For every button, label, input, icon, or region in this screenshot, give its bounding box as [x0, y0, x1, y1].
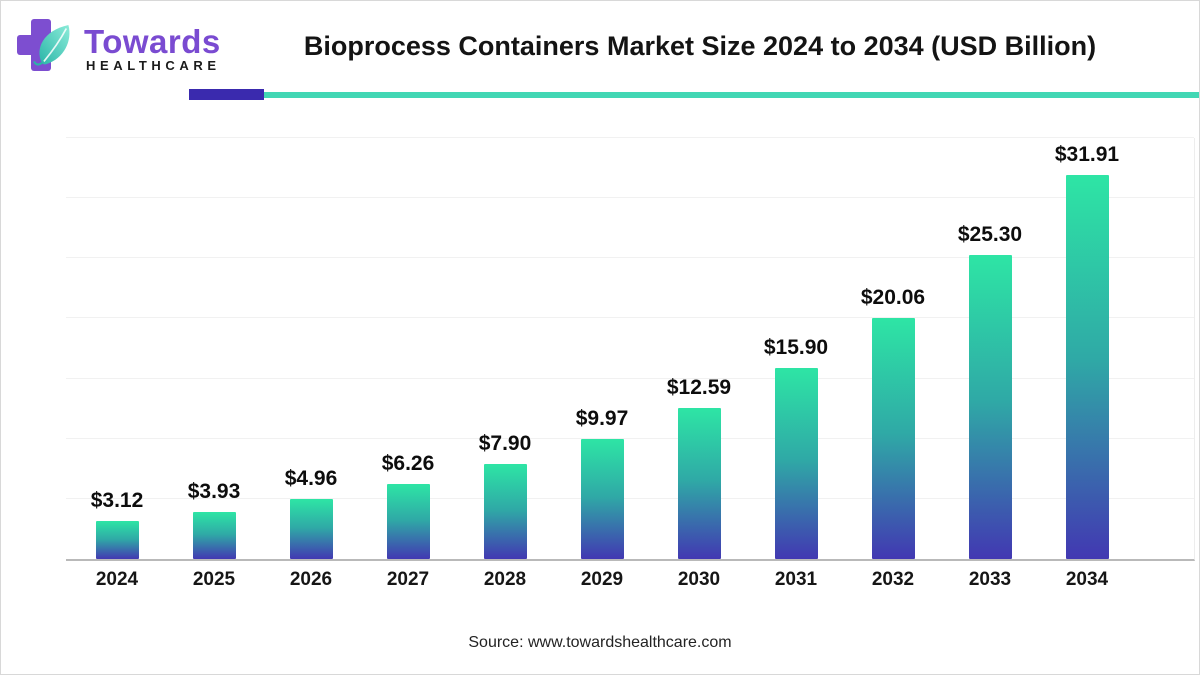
- bar-2034: [1065, 175, 1109, 559]
- bar-value-label-2028: $7.90: [478, 431, 532, 455]
- bar-value-label-2024: $3.12: [90, 489, 144, 513]
- bar-value-label-2025: $3.93: [187, 479, 241, 503]
- x-axis-label-2030: 2030: [677, 569, 721, 590]
- bar-value-label-2033: $25.30: [957, 222, 1023, 246]
- bar-2029: [580, 439, 624, 559]
- bar-2030: [677, 407, 721, 559]
- gridline: [66, 257, 1194, 259]
- x-axis-label-2034: 2034: [1065, 569, 1109, 590]
- bar-value-label-2027: $6.26: [381, 451, 435, 475]
- gridline: [66, 497, 1194, 499]
- bar-2025: [192, 511, 236, 559]
- bar-value-label-2029: $9.97: [575, 407, 629, 431]
- x-axis-label-2027: 2027: [386, 569, 430, 590]
- bar-2032: [871, 317, 915, 559]
- x-axis-label-2025: 2025: [192, 569, 236, 590]
- title-divider-teal: [264, 92, 1199, 98]
- gridline: [66, 377, 1194, 379]
- x-axis-label-2028: 2028: [483, 569, 527, 590]
- bar-2027: [386, 483, 430, 559]
- towards-healthcare-logo: Towards HEALTHCARE: [1, 1, 241, 91]
- bar-value-label-2030: $12.59: [666, 375, 732, 399]
- gridline: [66, 437, 1194, 439]
- source-text: Source: www.towardshealthcare.com: [468, 634, 732, 651]
- x-axis-label-2032: 2032: [871, 569, 915, 590]
- x-axis-label-2024: 2024: [95, 569, 139, 590]
- logo-leaf-icon: [33, 25, 70, 66]
- x-axis-label-2026: 2026: [289, 569, 333, 590]
- bar-value-label-2026: $4.96: [284, 467, 338, 491]
- gridline: [66, 197, 1194, 199]
- bar-2031: [774, 367, 818, 559]
- chart-title: Bioprocess Containers Market Size 2024 t…: [303, 31, 1097, 61]
- gridline: [66, 137, 1194, 138]
- logo-brand-text: Towards: [84, 23, 221, 60]
- bar-value-label-2032: $20.06: [860, 285, 926, 309]
- bar-value-label-2031: $15.90: [763, 335, 829, 359]
- x-axis-label-2029: 2029: [580, 569, 624, 590]
- title-divider-purple: [189, 89, 264, 100]
- bar-2033: [968, 254, 1012, 559]
- x-axis-label-2031: 2031: [774, 569, 818, 590]
- bar-2026: [289, 499, 333, 559]
- gridline: [66, 317, 1194, 319]
- bar-2028: [483, 463, 527, 559]
- logo-subtitle-text: HEALTHCARE: [86, 58, 221, 73]
- bar-chart-plot-area: $3.12 $3.93 $4.96 $6.26 $7.90 $9.97 $12.59 $15.…: [66, 137, 1195, 561]
- x-axis-label-2033: 2033: [968, 569, 1012, 590]
- bar-2024: [95, 521, 139, 559]
- x-axis-labels: 2024 2025 2026 2027 2028 2029 2030 2031 2032 2033…: [66, 569, 1194, 595]
- bar-value-label-2034: $31.91: [1054, 143, 1120, 167]
